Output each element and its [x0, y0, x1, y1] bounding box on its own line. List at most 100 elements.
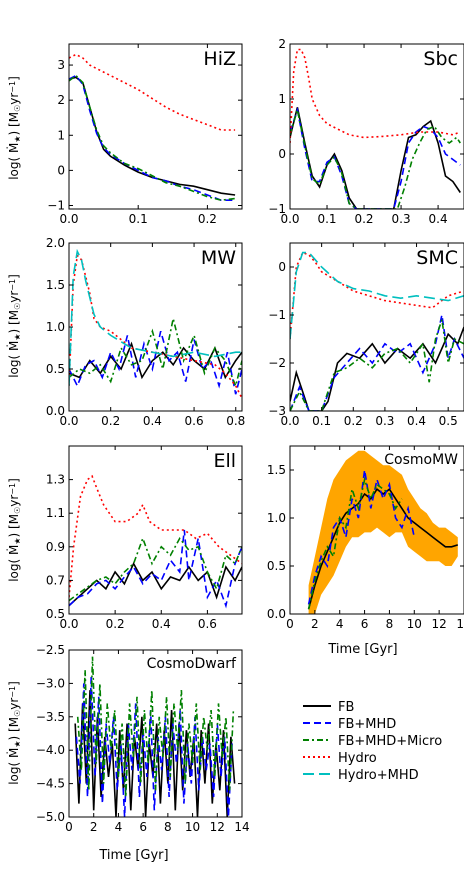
- y-tick-label: −5.0: [36, 810, 65, 824]
- panel-title: SMC: [416, 247, 458, 269]
- x-tick-label: 0.3: [392, 212, 411, 226]
- panel-title: HiZ: [203, 48, 236, 70]
- legend-label: FB+MHD+Micro: [338, 734, 442, 749]
- x-tick-label: 0.4: [429, 212, 448, 226]
- series-fb: [69, 561, 242, 607]
- x-tick-label: 0.0: [59, 617, 78, 631]
- x-tick-label: 12: [432, 617, 447, 631]
- x-tick-label: 8: [164, 820, 172, 834]
- series-fb-mhd: [290, 106, 461, 209]
- x-tick-label: 0.2: [344, 414, 363, 428]
- x-tick-label: 0.1: [317, 212, 336, 226]
- scatter-band: [308, 450, 458, 614]
- y-tick-label: −3: [268, 404, 286, 418]
- series-fb-mhd-micro: [290, 319, 464, 411]
- series-hydro-mhd: [69, 248, 242, 386]
- x-tick-label: 0.0: [59, 212, 78, 226]
- x-axis-label-left: Time [Gyr]: [98, 848, 168, 863]
- x-tick-label: 0.2: [101, 414, 120, 428]
- y-tick-label: 1.0: [46, 320, 65, 334]
- y-tick-label: 2: [278, 37, 286, 51]
- y-tick-label: 0: [57, 163, 65, 177]
- series-fb: [307, 488, 459, 610]
- panel-title: CosmoDwarf: [147, 656, 237, 672]
- panel-ell: 0.0 0.2 0.4 0.6 0.5 0.7 0.9 1.1 1.3 Ell: [46, 445, 243, 631]
- legend: FB FB+MHD FB+MHD+Micro Hydro Hydro+MHD: [303, 700, 442, 783]
- y-tick-label: 1: [57, 128, 65, 142]
- x-tick-label: 10: [185, 820, 200, 834]
- series-fb: [69, 341, 242, 380]
- axes-frame: [68, 445, 243, 615]
- x-tick-label: 0: [65, 820, 73, 834]
- series-hydro: [69, 53, 236, 131]
- legend-entry: Hydro: [303, 751, 377, 766]
- panel-title: Sbc: [423, 48, 458, 70]
- series-fb-mhd: [69, 529, 242, 609]
- axes-frame: [289, 445, 464, 615]
- series-fb-mhd-micro: [290, 109, 461, 209]
- y-tick-label: 0.7: [46, 573, 65, 587]
- plot-area: [69, 53, 236, 202]
- axes-frame: [289, 242, 464, 412]
- y-tick-label: −4.0: [36, 743, 65, 757]
- y-tick-label: 1.5: [267, 463, 286, 477]
- panel-hiz: 0.0 0.1 0.2 −1 0 1 2 3 HiZ: [47, 43, 243, 226]
- plot-area: [74, 656, 236, 817]
- legend-label: FB+MHD: [338, 717, 396, 732]
- x-tick-label: 6: [139, 820, 147, 834]
- panel-title: Ell: [213, 450, 236, 472]
- series-fb-mhd: [290, 314, 464, 411]
- x-tick-label: 0.0: [280, 212, 299, 226]
- y-tick-label: 0.5: [46, 362, 65, 376]
- y-tick-label: 1: [278, 92, 286, 106]
- series-fb-mhd: [75, 676, 233, 817]
- legend-entry: FB+MHD: [303, 717, 396, 732]
- y-tick-label: 3: [57, 58, 65, 72]
- x-tick-label: 2: [90, 820, 98, 834]
- x-tick-label: 0.4: [143, 414, 162, 428]
- x-tick-label: 0.6: [198, 617, 217, 631]
- plot-area: [307, 450, 459, 614]
- x-tick-label: 0: [286, 617, 294, 631]
- y-tick-label: −1: [47, 198, 65, 212]
- plot-area: [290, 251, 464, 411]
- x-tick-label: 14: [456, 617, 464, 631]
- plot-area: [69, 248, 242, 399]
- y-tick-label: 1.1: [46, 506, 65, 520]
- panel-mw: 0.0 0.2 0.4 0.6 0.8 0.0 0.5 1.0 1.5 2.0 MW: [46, 236, 245, 428]
- x-tick-label: 0.8: [226, 414, 245, 428]
- series-hydro: [69, 474, 242, 598]
- x-tick-label: 4: [336, 617, 344, 631]
- panel-title: CosmoMW: [384, 452, 458, 468]
- plot-area: [290, 48, 461, 209]
- legend-label: FB: [338, 700, 354, 715]
- x-tick-label: 0.3: [375, 414, 394, 428]
- y-tick-label: 1.3: [46, 473, 65, 487]
- x-tick-label: 0.4: [152, 617, 171, 631]
- y-tick-label: −3.0: [36, 676, 65, 690]
- axes-frame: [68, 43, 243, 210]
- axes-frame: [289, 43, 464, 210]
- y-axis-label: log( Ṁ★) [M☉yr−1]: [6, 274, 22, 378]
- plot-area: [69, 474, 242, 609]
- legend-label: Hydro: [338, 751, 377, 766]
- y-tick-label: 0.0: [46, 404, 65, 418]
- x-tick-label: 0.1: [129, 212, 148, 226]
- y-tick-label: 0: [278, 147, 286, 161]
- legend-entry: FB: [303, 700, 354, 715]
- panel-sbc: 0.0 0.1 0.2 0.3 0.4 −1 0 1 2 Sbc: [268, 37, 464, 226]
- series-fb-mhd: [69, 74, 236, 201]
- panel-title: MW: [201, 247, 236, 269]
- x-tick-label: 6: [361, 617, 369, 631]
- ylabels: log( Ṁ★) [M☉yr−1] log( Ṁ★) [M☉yr−1] log( Ṁ…: [6, 76, 22, 785]
- x-tick-label: 0.2: [354, 212, 373, 226]
- series-fb-mhd-micro: [69, 74, 236, 202]
- x-tick-label: 10: [407, 617, 422, 631]
- legend-label: Hydro+MHD: [338, 768, 419, 783]
- y-axis-label: log( Ṁ★) [M☉yr−1]: [6, 478, 22, 582]
- y-tick-label: 0.5: [46, 607, 65, 621]
- series-fb-mhd-micro: [69, 536, 242, 602]
- y-tick-label: −3.5: [36, 710, 65, 724]
